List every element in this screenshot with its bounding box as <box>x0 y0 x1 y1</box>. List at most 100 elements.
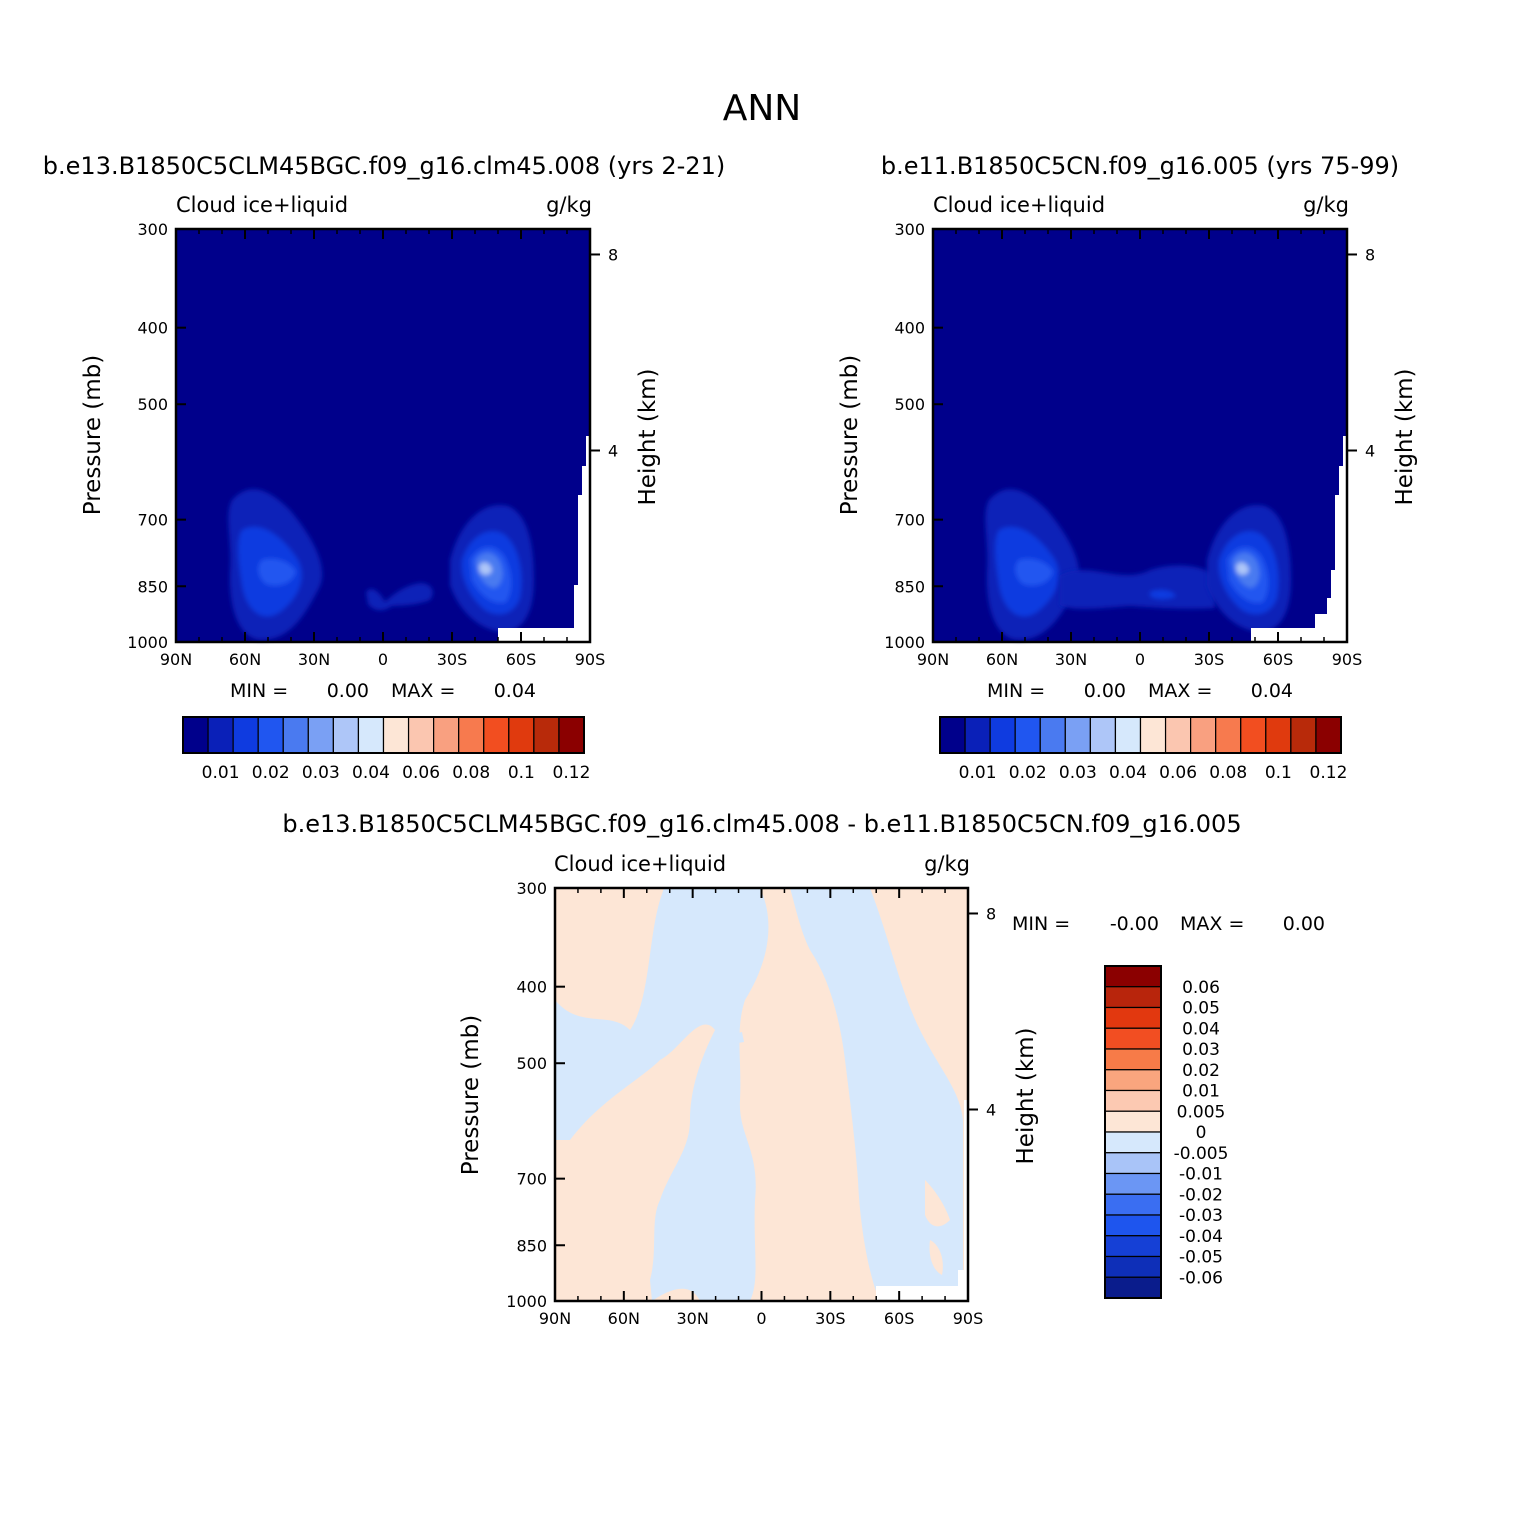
colorbar-swatch <box>508 716 535 754</box>
colorbar-swatch <box>1104 1006 1162 1029</box>
panel-1-case-title: b.e13.B1850C5CLM45BGC.f09_g16.clm45.008 … <box>43 152 725 180</box>
colorbar-swatch <box>1265 716 1292 754</box>
x-tick-label: 60N <box>229 650 261 669</box>
panel-3-y-axis-label: Pressure (mb) <box>458 1015 484 1175</box>
colorbar-label: 0.03 <box>1059 763 1097 783</box>
colorbar-label: -0.01 <box>1179 1165 1223 1185</box>
colorbar-swatch <box>382 716 410 754</box>
panel-2-case-title: b.e11.B1850C5CN.f09_g16.005 (yrs 75-99) <box>881 152 1399 180</box>
colorbar-swatch <box>1104 1214 1162 1237</box>
colorbar-swatch <box>1164 716 1192 754</box>
colorbar-label: 0.02 <box>1182 1061 1220 1081</box>
y2-tick-label: 8 <box>608 245 618 264</box>
colorbar-swatch <box>232 716 259 754</box>
colorbar-swatch <box>1104 1048 1162 1071</box>
colorbar-label: -0.06 <box>1179 1268 1223 1288</box>
panel-3-min-value: -0.00 <box>1110 913 1159 935</box>
colorbar-label: -0.02 <box>1179 1185 1223 1205</box>
colorbar-label: -0.05 <box>1179 1248 1223 1268</box>
colorbar-swatch <box>1190 716 1217 754</box>
colorbar-swatch <box>433 716 460 754</box>
panel-2-min-label: MIN = <box>987 680 1045 702</box>
panel-1-max-value: 0.04 <box>494 680 536 702</box>
colorbar-swatch <box>1104 1172 1162 1195</box>
colorbar-label: 0.1 <box>508 763 535 783</box>
colorbar-swatch <box>1104 1255 1162 1278</box>
y-tick-label: 1000 <box>127 633 168 652</box>
panel-3-min-label: MIN = <box>1012 913 1070 935</box>
x-tick-label: 60N <box>608 1309 640 1328</box>
panel-1-min-label: MIN = <box>230 680 288 702</box>
y-tick-label: 1000 <box>506 1292 547 1311</box>
colorbar-swatch <box>989 716 1016 754</box>
colorbar-frame <box>182 716 585 754</box>
x-tick-label: 90N <box>160 650 192 669</box>
y2-tick-label: 4 <box>1365 441 1375 460</box>
colorbar-swatch <box>1104 1069 1162 1092</box>
panel-2-ticks: 90N 60N 30N 0 30S 60S 90S 300 400 500 700 850 1000 8 4 <box>884 220 1375 669</box>
colorbar-swatch <box>1104 1027 1162 1050</box>
colorbar-label: 0.04 <box>1109 763 1147 783</box>
colorbar-swatch <box>1215 716 1242 754</box>
x-tick-label: 30N <box>298 650 330 669</box>
y2-tick-label: 4 <box>608 441 618 460</box>
colorbar-label: 0.06 <box>402 763 440 783</box>
y-tick-label: 700 <box>516 1170 547 1189</box>
colorbar-swatch <box>1104 1131 1162 1154</box>
colorbar-swatch <box>182 716 209 754</box>
x-tick-label: 0 <box>756 1309 766 1328</box>
panel-3-units-label: g/kg <box>924 852 970 876</box>
y-tick-label: 850 <box>516 1236 547 1255</box>
colorbar-swatch <box>1114 716 1142 754</box>
panel-3-negative-field <box>555 888 963 1301</box>
x-tick-label: 0 <box>378 650 388 669</box>
colorbar-frame <box>1104 965 1162 1299</box>
x-tick-label: 90S <box>1332 650 1363 669</box>
panel-1-colorbar: 0.01 0.02 0.03 0.04 0.06 0.08 0.1 0.12 <box>182 716 591 783</box>
colorbar-label: 0.02 <box>252 763 290 783</box>
y-tick-label: 400 <box>137 319 168 338</box>
x-tick-label: 90S <box>953 1309 984 1328</box>
colorbar-swatch <box>357 716 385 754</box>
panel-2-sh-cloud-maximum <box>1207 504 1291 632</box>
panel-2-max-value: 0.04 <box>1251 680 1293 702</box>
x-tick-label: 30N <box>677 1309 709 1328</box>
colorbar-label: 0.1 <box>1265 763 1292 783</box>
colorbar-label: 0.12 <box>1310 763 1348 783</box>
y-tick-label: 300 <box>137 220 168 239</box>
colorbar-label: 0 <box>1196 1123 1207 1143</box>
colorbar-swatch <box>1104 1089 1162 1112</box>
colorbar-label: 0.01 <box>959 763 997 783</box>
y-tick-label: 300 <box>516 879 547 898</box>
colorbar-swatch <box>257 716 284 754</box>
panel-1-units-label: g/kg <box>546 193 592 217</box>
panel-3-case-title: b.e13.B1850C5CLM45BGC.f09_g16.clm45.008 … <box>282 810 1241 838</box>
panel-1-plot-area <box>174 227 592 644</box>
x-tick-label: 30S <box>815 1309 846 1328</box>
y2-tick-label: 8 <box>1365 245 1375 264</box>
colorbar-swatch <box>332 716 360 754</box>
panel-1-sh-cloud-maximum <box>450 504 534 632</box>
colorbar-label: 0.06 <box>1159 763 1197 783</box>
panel-1-tropical-cloud-patch <box>366 583 433 611</box>
colorbar-swatch <box>1104 1152 1162 1175</box>
colorbar-swatch <box>1089 716 1117 754</box>
panel-1: b.e13.B1850C5CLM45BGC.f09_g16.clm45.008 … <box>43 152 725 783</box>
x-tick-label: 30N <box>1055 650 1087 669</box>
colorbar-label: 0.12 <box>553 763 591 783</box>
colorbar-swatch <box>1104 986 1162 1009</box>
colorbar-swatch <box>1290 716 1317 754</box>
colorbar-swatch <box>1139 716 1167 754</box>
y-tick-label: 850 <box>894 577 925 596</box>
y-tick-label: 850 <box>137 577 168 596</box>
panel-2-missing-data <box>1251 436 1347 642</box>
panel-2-nh-cloud-maximum <box>985 489 1080 640</box>
y-tick-label: 700 <box>894 511 925 530</box>
panel-3-missing-data <box>876 1100 968 1301</box>
x-tick-label: 90N <box>917 650 949 669</box>
panel-1-y-axis-label: Pressure (mb) <box>80 355 106 515</box>
colorbar-swatch <box>1240 716 1267 754</box>
x-tick-label: 0 <box>1135 650 1145 669</box>
x-tick-label: 30S <box>437 650 468 669</box>
panel-3-max-label: MAX = <box>1180 913 1244 935</box>
